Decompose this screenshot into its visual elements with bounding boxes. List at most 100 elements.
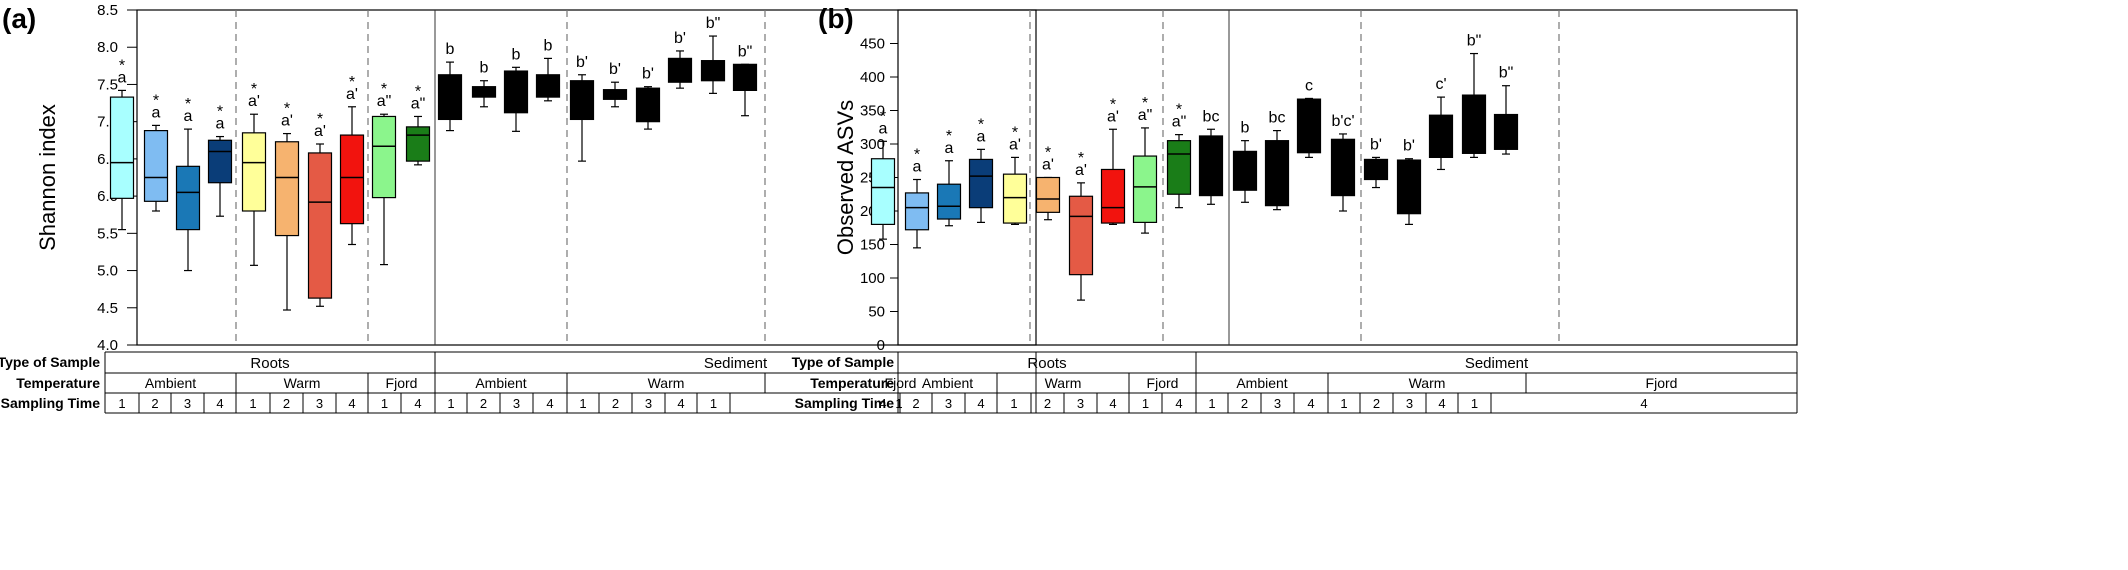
box [936,183,962,220]
box [1035,176,1061,213]
sampling-time-label: 3 [945,396,952,411]
significance-star: * [880,108,886,125]
box [569,80,595,121]
significance-star: * [284,101,290,118]
box [870,158,896,226]
temperature-label: Fjord [1147,375,1179,391]
panel-label: (a) [2,3,36,34]
sampling-time-label: 4 [414,396,421,411]
significance-star: * [317,111,323,128]
y-tick-label: 5.5 [97,225,118,242]
temperature-label: Warm [648,375,685,391]
y-axis-label: Observed ASVs [833,100,858,255]
significance-letter: b [446,41,455,58]
box [1461,94,1487,154]
box [667,57,693,83]
table-row-label: Temperature [810,375,894,391]
box [1132,155,1158,223]
temperature-label: Fjord [386,375,418,391]
y-axis-label: Shannon index [35,104,60,251]
box [1198,135,1224,197]
panel-label: (b) [818,3,854,34]
box [503,70,529,114]
significance-letter: b' [609,61,621,78]
sampling-time-label: 1 [1340,396,1347,411]
sampling-time-label: 2 [1373,396,1380,411]
box [635,87,661,123]
box [405,126,431,162]
sampling-time-label: 4 [1109,396,1116,411]
table-row-label: Type of Sample [792,354,895,370]
significance-letter: a [118,69,127,86]
significance-letter: a" [411,95,426,112]
sampling-time-label: 4 [1175,396,1182,411]
significance-letter: c' [1435,76,1446,93]
sampling-time-label: 3 [645,396,652,411]
box [700,60,726,82]
box [1330,138,1356,197]
temperature-label: Fjord [1646,375,1678,391]
sampling-time-label: 4 [977,396,984,411]
y-tick-label: 150 [860,237,885,254]
sampling-time-label: 1 [381,396,388,411]
significance-letter: a [879,120,888,137]
table-row-label: Temperature [16,375,100,391]
significance-star: * [381,81,387,98]
significance-star: * [415,83,421,100]
box [1068,195,1094,276]
significance-letter: bc [1203,108,1220,125]
box [207,139,233,184]
box [1396,159,1422,215]
sampling-time-label: 2 [1241,396,1248,411]
box [339,134,365,225]
sampling-time-label: 2 [612,396,619,411]
table-row-label: Type of Sample [0,354,100,370]
significance-letter: b [544,37,553,54]
sampling-time-label: 1 [1471,396,1478,411]
significance-letter: c [1305,77,1313,94]
sampling-time-label: 2 [283,396,290,411]
box [1166,140,1192,195]
sampling-time-label: 4 [1640,396,1647,411]
sampling-time-label: 1 [118,396,125,411]
sampling-time-label: 3 [513,396,520,411]
significance-letter: b' [1370,136,1382,153]
temperature-label: Ambient [475,375,526,391]
significance-star: * [349,74,355,91]
significance-letter: b [1241,120,1250,137]
sampling-time-label: 2 [1044,396,1051,411]
y-tick-label: 300 [860,136,885,153]
significance-letter: a" [377,93,392,110]
box [175,165,201,231]
sampling-time-label: 3 [1077,396,1084,411]
temperature-label: Ambient [1236,375,1287,391]
sample-type-label: Sediment [704,355,768,372]
significance-letter: a [152,104,161,121]
box [1100,168,1126,224]
temperature-label: Fjord [885,375,917,391]
significance-star: * [1078,150,1084,167]
y-tick-label: 8.5 [97,2,118,19]
y-tick-label: 400 [860,69,885,86]
significance-letter: a' [346,86,358,103]
sampling-time-label: 4 [1438,396,1445,411]
y-tick-label: 7.5 [97,76,118,93]
significance-letter: bc [1269,110,1286,127]
y-tick-label: 100 [860,270,885,287]
significance-star: * [1012,124,1018,141]
significance-letter: b'c' [1331,113,1354,130]
sampling-time-label: 3 [316,396,323,411]
significance-letter: b" [738,43,753,60]
box [307,152,333,299]
significance-star: * [1045,145,1051,162]
temperature-label: Warm [284,375,321,391]
box [602,89,628,100]
sampling-time-label: 3 [184,396,191,411]
sampling-time-label: 2 [912,396,919,411]
significance-star: * [1142,95,1148,112]
significance-star: * [1110,96,1116,113]
y-tick-label: 4.5 [97,300,118,317]
y-tick-label: 350 [860,103,885,120]
box [109,96,135,199]
